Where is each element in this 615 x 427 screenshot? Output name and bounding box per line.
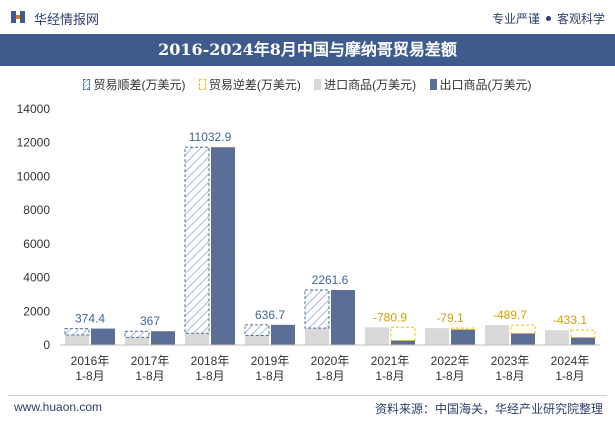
legend-item-export: 出口商品(万美元) — [429, 76, 532, 93]
bar-import — [65, 334, 89, 345]
bar-deficit — [570, 329, 596, 338]
balance-data-label: -433.1 — [553, 313, 587, 327]
x-tick-label: 2017年 — [131, 354, 170, 368]
x-tick-label: 1-8月 — [555, 369, 584, 383]
title-bar: 2016-2024年8月中国与摩纳哥贸易差额 — [0, 34, 615, 66]
bar-surplus — [244, 324, 270, 337]
bar-import — [245, 335, 269, 345]
legend-swatch-deficit — [198, 79, 206, 90]
y-tick-label: 14000 — [17, 102, 51, 116]
footer-website: www.huaon.com — [14, 400, 103, 414]
y-tick-label: 2000 — [23, 304, 50, 318]
x-tick-label: 1-8月 — [195, 369, 224, 383]
legend-swatch-export — [429, 79, 437, 90]
bar-import — [305, 328, 329, 345]
bar-deficit — [390, 326, 416, 341]
legend-label-deficit: 贸易逆差(万美元) — [208, 78, 301, 92]
balance-data-label: 367 — [140, 314, 160, 328]
x-tick-label: 2021年 — [371, 354, 410, 368]
bar-import — [485, 325, 509, 345]
footer-divider — [8, 395, 607, 396]
y-tick-label: 10000 — [17, 169, 51, 183]
x-tick-label: 1-8月 — [315, 369, 344, 383]
bar-import — [545, 330, 569, 345]
bars-group: 374.4 367 11032.9 636.7 2261.6 -780.9 -79.1 -48… — [64, 130, 596, 345]
bar-export — [451, 329, 475, 345]
x-tick-label: 2018年 — [191, 354, 230, 368]
x-tick-label: 2016年 — [71, 354, 110, 368]
legend-label-export: 出口商品(万美元) — [439, 78, 532, 92]
footer-source: 资料来源：中国海关，华经产业研究院整理 — [374, 402, 603, 416]
y-tick-label: 6000 — [23, 237, 50, 251]
top-bar: 华经情报网 专业严谨 客观科学 — [0, 0, 615, 34]
bar-export — [151, 331, 175, 345]
y-tick-label: 4000 — [23, 271, 50, 285]
x-tick-label: 2019年 — [251, 354, 290, 368]
x-tick-label: 2024年 — [551, 354, 590, 368]
legend-item-deficit: 贸易逆差(万美元) — [198, 76, 301, 93]
x-tick-label: 1-8月 — [435, 369, 464, 383]
bar-surplus — [64, 328, 90, 336]
x-tick-label: 2023年 — [491, 354, 530, 368]
y-axis: 0 2000 4000 6000 8000 10000 12000 14000 — [17, 102, 51, 352]
bar-export — [211, 147, 235, 345]
bar-export — [91, 328, 115, 345]
legend-swatch-import — [314, 79, 322, 90]
x-axis: 2016年1-8月2017年1-8月2018年1-8月2019年1-8月2020… — [60, 344, 600, 383]
slogan: 专业严谨 客观科学 — [492, 10, 605, 27]
bar-surplus — [304, 289, 330, 329]
chart-legend: 贸易顺差(万美元) 贸易逆差(万美元) 进口商品(万美元) 出口商品(万美元) — [0, 76, 615, 94]
y-tick-label: 8000 — [23, 203, 50, 217]
separator-dot-icon — [545, 16, 551, 22]
slogan-right: 客观科学 — [556, 12, 605, 26]
legend-item-surplus: 贸易顺差(万美元) — [83, 76, 185, 93]
bar-export — [331, 290, 355, 345]
legend-swatch-surplus — [83, 79, 91, 90]
bar-export — [571, 337, 595, 345]
huajing-logo-icon — [11, 11, 25, 23]
x-tick-label: 1-8月 — [495, 369, 524, 383]
legend-item-import: 进口商品(万美元) — [314, 76, 416, 93]
balance-data-label: 2261.6 — [312, 273, 349, 287]
bar-export — [271, 324, 295, 345]
x-tick-label: 1-8月 — [135, 369, 164, 383]
bar-deficit — [450, 327, 476, 330]
bar-surplus — [184, 146, 210, 334]
balance-data-label: 374.4 — [75, 312, 105, 326]
bar-import — [125, 337, 149, 345]
balance-data-label: -489.7 — [493, 308, 527, 322]
bar-chart: 0 2000 4000 6000 8000 10000 12000 14000 374.4 36… — [17, 102, 600, 383]
bar-import — [365, 327, 389, 345]
legend-label-surplus: 贸易顺差(万美元) — [93, 78, 186, 92]
x-tick-label: 1-8月 — [75, 369, 104, 383]
x-tick-label: 1-8月 — [255, 369, 284, 383]
legend-label-import: 进口商品(万美元) — [324, 78, 417, 92]
x-tick-label: 2022年 — [431, 354, 470, 368]
balance-data-label: 636.7 — [255, 308, 285, 322]
balance-data-label: -79.1 — [436, 311, 464, 325]
x-tick-label: 2020年 — [311, 354, 350, 368]
bar-export — [511, 333, 535, 345]
bar-deficit — [510, 324, 536, 334]
balance-data-label: -780.9 — [373, 310, 407, 324]
balance-data-label: 11032.9 — [189, 130, 232, 144]
chart-title: 2016-2024年8月中国与摩纳哥贸易差额 — [158, 40, 457, 59]
y-tick-label: 12000 — [17, 136, 51, 150]
bar-surplus — [124, 330, 150, 338]
bar-import — [185, 333, 209, 345]
y-tick-label: 0 — [43, 338, 50, 352]
bar-export — [391, 340, 415, 345]
x-tick-label: 1-8月 — [375, 369, 404, 383]
slogan-left: 专业严谨 — [491, 12, 540, 26]
brand-name: 华经情报网 — [34, 12, 100, 27]
bar-import — [425, 328, 449, 345]
